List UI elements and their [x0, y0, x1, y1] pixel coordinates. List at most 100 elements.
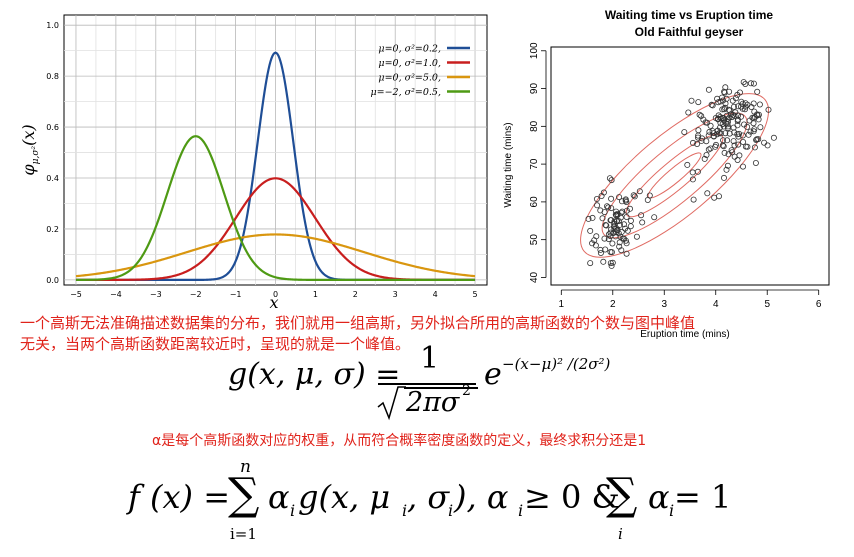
scatter-point — [619, 208, 626, 215]
scatter-point — [720, 143, 727, 150]
f-sigma-sub: i — [448, 501, 454, 520]
scatter-point — [616, 243, 623, 250]
scatter-point — [751, 144, 758, 151]
scatter-point — [614, 217, 621, 224]
g-lhs: g(x, μ, σ) = — [228, 357, 401, 392]
scatter-point — [721, 117, 728, 124]
scatter-point — [742, 81, 749, 88]
f-mu-sub: i — [402, 501, 408, 520]
scatter-point — [591, 237, 598, 244]
scatter-point — [708, 101, 715, 108]
scatter-point — [639, 219, 646, 226]
scatter-point — [707, 122, 714, 129]
x-tick-label: 5 — [764, 299, 770, 310]
x-tick-label: 4 — [433, 290, 438, 299]
scatter-point — [695, 99, 702, 106]
x-tick-label: −1 — [230, 290, 242, 299]
scatter-point — [720, 137, 727, 144]
curve-series-4 — [75, 135, 476, 282]
scatter-point — [706, 128, 713, 135]
scatter-point — [750, 128, 757, 135]
scatter-point — [744, 123, 751, 130]
x-tick-label: −4 — [110, 290, 122, 299]
f-condition: ≥ 0 & — [524, 478, 620, 516]
scatter-point — [719, 106, 726, 113]
f-alpha: α — [268, 478, 290, 516]
scatter-point — [730, 111, 737, 118]
scatter-points — [585, 79, 777, 269]
scatter-point — [723, 166, 730, 173]
f-sigma: , σ — [407, 478, 450, 516]
contours — [580, 93, 770, 258]
scatter-point — [681, 129, 688, 136]
legend-label-3: μ=0, σ²=5.0, — [378, 73, 441, 84]
x-tick-label: 6 — [816, 299, 822, 310]
scatter-point — [725, 151, 732, 158]
scatter-point — [734, 156, 741, 163]
scatter-point — [699, 135, 706, 142]
x-axis-label: x — [269, 293, 278, 310]
scatter-point — [765, 106, 772, 113]
scatter-point — [740, 138, 747, 145]
scatter-title-line1: Waiting time vs Eruption time — [605, 8, 774, 22]
scatter-point — [750, 120, 757, 127]
scatter-point — [638, 212, 645, 219]
x-tick-label: 3 — [661, 299, 667, 310]
scatter-point — [751, 108, 758, 115]
scatter-point — [600, 258, 607, 265]
y-tick-label: 70 — [529, 158, 540, 170]
y-tick-label: 0.4 — [46, 174, 59, 183]
legend-label-1: μ=0, σ²=0.2, — [378, 44, 441, 55]
y-tick-label: 100 — [529, 42, 540, 59]
scatter-point — [724, 162, 731, 169]
curve-series-3 — [75, 233, 476, 278]
sqrt-sign — [377, 386, 406, 421]
scatter-point — [710, 133, 717, 140]
y-axis-label: φμ,σ²(x) — [19, 124, 41, 175]
scatter-point — [750, 100, 757, 107]
scatter-point — [742, 143, 749, 150]
scatter-point — [722, 84, 729, 91]
scatter-point — [608, 177, 615, 184]
scatter-point — [608, 262, 615, 269]
gaussian-chart: −5 −4 −3 −2 −1 0 1 2 3 4 5 0.0 0.2 0.4 0.6 0.8 1.0 x φμ,… — [19, 14, 488, 310]
scatter-point — [585, 215, 592, 222]
scatter-chart: Waiting time vs Eruption time Old Faithf… — [503, 8, 830, 340]
scatter-point — [684, 161, 691, 168]
legend-label-4: μ=−2, σ²=0.5, — [370, 87, 441, 98]
scatter-title-line2: Old Faithful geyser — [635, 25, 744, 39]
scatter-point — [602, 246, 609, 253]
g-denominator: 2πσ — [406, 387, 460, 418]
scatter-point — [615, 218, 622, 225]
scatter-point — [623, 213, 630, 220]
scatter-point — [605, 204, 612, 211]
scatter-point — [734, 122, 741, 129]
scatter-point — [646, 192, 653, 199]
scatter-point — [600, 189, 607, 196]
x-tick-label: 5 — [472, 290, 477, 299]
sum2-lower: i — [618, 525, 623, 543]
x-tick-label: 4 — [713, 299, 719, 310]
scatter-point — [750, 80, 757, 87]
scatter-point — [696, 111, 703, 118]
scatter-point — [752, 159, 759, 166]
scatter-point — [731, 112, 738, 119]
x-tick-label: 1 — [559, 299, 565, 310]
y-tick-label: 80 — [529, 120, 540, 132]
y-tick-label: 0.0 — [46, 276, 59, 285]
y-tick-label: 0.2 — [46, 225, 59, 234]
scatter-point — [724, 118, 731, 125]
scatter-point — [730, 138, 737, 145]
scatter-frame — [550, 46, 830, 286]
scatter-point — [754, 88, 761, 95]
scatter-point — [711, 194, 718, 201]
scatter-point — [597, 207, 604, 214]
scatter-point — [721, 106, 728, 113]
scatter-point — [612, 211, 619, 218]
scatter-point — [715, 112, 722, 119]
scatter-point — [709, 102, 716, 109]
scatter-point — [726, 107, 733, 114]
scatter-y-label: Waiting time (mins) — [503, 122, 514, 207]
mixture-formula: f (x) = n ∑ i=1 α i g(x, μ i , σ i ), α … — [128, 455, 731, 555]
scatter-point — [745, 131, 752, 138]
